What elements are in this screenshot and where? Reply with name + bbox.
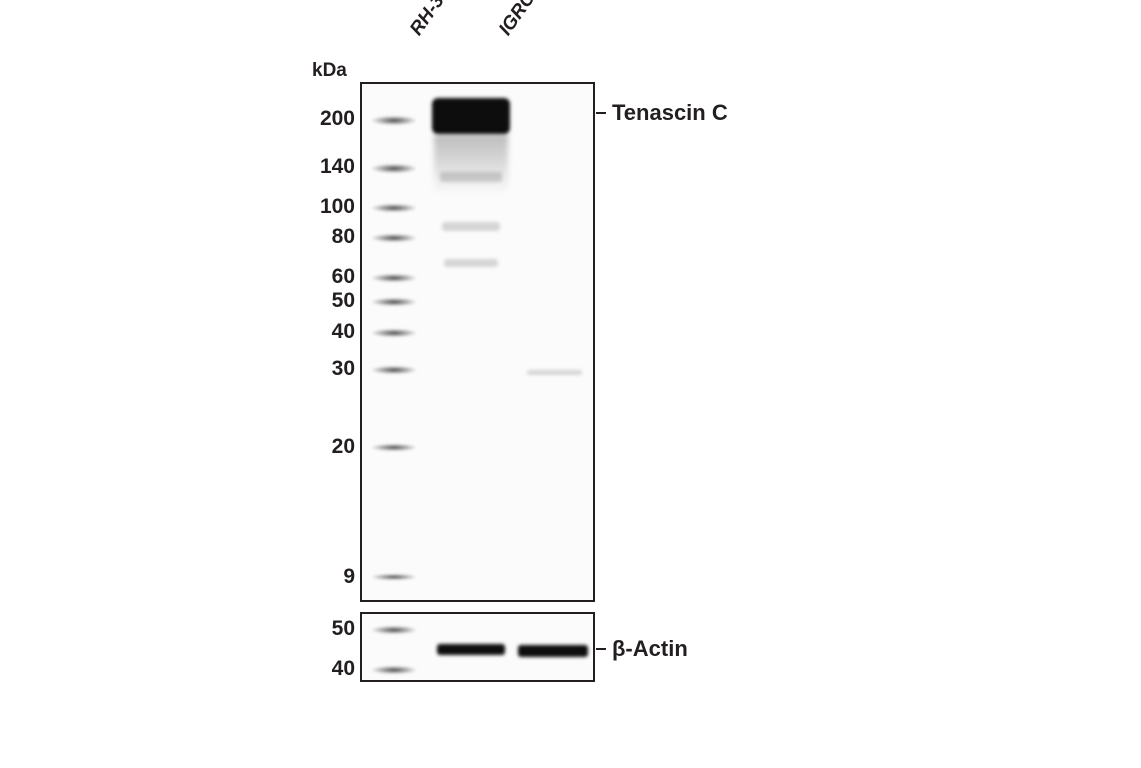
ladder-band [372, 366, 416, 374]
tick-9: 9 [343, 566, 355, 587]
ladder-band [372, 329, 416, 337]
ladder-band [372, 666, 416, 674]
unit-label: kDa [312, 60, 347, 82]
faint-band [440, 172, 502, 182]
tick-20: 20 [332, 436, 355, 457]
blot-actin [360, 612, 595, 682]
ladder-band [372, 444, 416, 451]
right-tick-icon [596, 112, 606, 114]
tick-80: 80 [332, 226, 355, 247]
tick-40b: 40 [332, 658, 355, 679]
faint-band [442, 222, 500, 231]
lane-labels: RH-30 IGROV-1 [424, 18, 590, 40]
ladder-band [372, 626, 416, 634]
right-label-actin: β-Actin [612, 636, 688, 662]
tenascin-band-rh30 [432, 98, 510, 134]
tick-30: 30 [332, 358, 355, 379]
tick-50: 50 [332, 290, 355, 311]
ladder-band [372, 234, 416, 242]
tick-50b: 50 [332, 618, 355, 639]
actin-band-igrov1 [518, 645, 588, 657]
right-tick-icon [596, 648, 606, 650]
tick-140: 140 [320, 156, 355, 177]
right-label-tenascin: Tenascin C [612, 100, 728, 126]
lane-1-label: RH-30 [406, 0, 456, 40]
tick-200: 200 [320, 108, 355, 129]
ladder-band [372, 204, 416, 212]
tick-60: 60 [332, 266, 355, 287]
tenascin-smear-rh30 [434, 134, 508, 194]
tick-40: 40 [332, 321, 355, 342]
actin-band-rh30 [437, 644, 505, 655]
blot-tenascin [360, 82, 595, 602]
ladder-band [372, 116, 416, 125]
ladder-band [372, 574, 416, 580]
ladder-band [372, 164, 416, 173]
faint-band-igrov1 [527, 370, 582, 375]
tick-100: 100 [320, 196, 355, 217]
ladder-band [372, 298, 416, 306]
lane-2-label: IGROV-1 [495, 0, 557, 40]
ladder-band [372, 274, 416, 282]
faint-band [444, 259, 498, 267]
